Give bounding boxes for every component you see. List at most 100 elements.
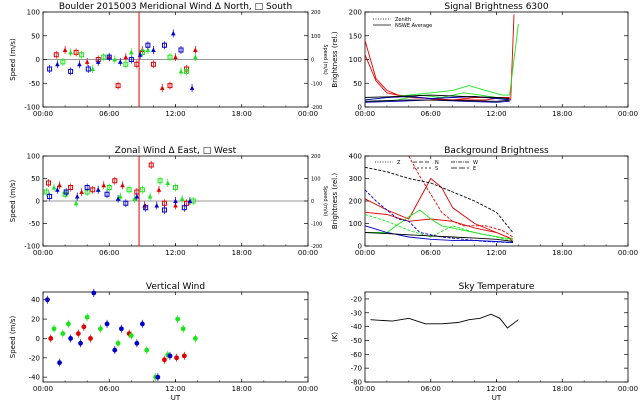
- data-point: [53, 52, 59, 58]
- y-tick-label: 20: [31, 316, 40, 324]
- data-point: [79, 189, 84, 194]
- y-tick-label: 0: [36, 335, 40, 343]
- legend-label: S: [435, 166, 438, 172]
- data-point: [65, 321, 71, 327]
- data-point: [156, 187, 162, 192]
- data-point: [101, 54, 107, 60]
- x-tick-label: 06:00: [99, 385, 119, 393]
- data-point: [60, 59, 66, 65]
- data-point: [154, 203, 160, 208]
- y-axis-label: Speed (m/s): [9, 316, 17, 359]
- data-point: [118, 326, 124, 332]
- right-axis-label: Speed (m/s): [322, 44, 328, 74]
- data-point: [178, 47, 184, 53]
- x-axis-label: UT: [171, 394, 181, 402]
- y-tick-label: 200: [349, 198, 362, 206]
- y-axis-label: Speed (m/s): [9, 180, 17, 223]
- x-tick-label: 06:00: [99, 249, 119, 257]
- data-point: [57, 182, 62, 188]
- y-tick-label: 100: [349, 56, 362, 64]
- x-tick-label: 06:00: [99, 110, 119, 118]
- right-tick-label: -200: [311, 105, 322, 111]
- data-point: [73, 49, 79, 55]
- data-point: [129, 49, 134, 55]
- right-tick-label: 0: [311, 58, 314, 64]
- data-point: [123, 54, 129, 60]
- data-point: [184, 68, 190, 74]
- y-tick-label: -20: [351, 295, 362, 303]
- data-point: [43, 189, 49, 195]
- plot-frame: [42, 291, 309, 383]
- y-tick-label: -60: [351, 351, 362, 359]
- y-tick-label: 0: [358, 243, 362, 251]
- x-tick-label: 00:00: [33, 249, 53, 257]
- data-point: [106, 54, 112, 60]
- data-point: [68, 336, 74, 341]
- data-point: [115, 83, 121, 89]
- series-line: [364, 189, 513, 244]
- x-tick-label: 00:00: [618, 110, 638, 118]
- data-point: [123, 200, 129, 206]
- x-tick-label: 00:00: [298, 385, 318, 393]
- data-point: [180, 326, 186, 332]
- y-tick-label: 50: [31, 175, 40, 183]
- x-tick-label: 00:00: [298, 249, 318, 257]
- data-point: [134, 340, 140, 346]
- data-point: [46, 180, 52, 186]
- right-tick-label: 0: [311, 199, 314, 205]
- data-point: [187, 198, 193, 203]
- y-tick-label: -40: [29, 374, 40, 382]
- y-tick-label: 100: [27, 9, 40, 17]
- data-point: [167, 54, 173, 60]
- data-point: [60, 331, 66, 337]
- x-axis-label: UT: [492, 394, 502, 402]
- y-tick-label: -30: [351, 309, 362, 317]
- panel-title: Background Brightness: [444, 146, 549, 156]
- data-point: [193, 54, 198, 60]
- data-point: [147, 194, 153, 199]
- data-point: [181, 205, 187, 211]
- data-point: [51, 185, 57, 190]
- x-tick-label: 18:00: [232, 110, 252, 118]
- data-point: [84, 185, 90, 190]
- series-line: [365, 209, 513, 240]
- y-tick-label: -50: [29, 80, 40, 88]
- data-point: [74, 194, 80, 199]
- series-line: [364, 232, 513, 242]
- x-tick-label: 12:00: [486, 385, 506, 393]
- x-tick-label: 00:00: [355, 249, 375, 257]
- panel-meridional: [42, 11, 309, 108]
- y-tick-label: 100: [349, 220, 362, 228]
- data-point: [77, 61, 82, 67]
- legend-label: Z: [397, 160, 401, 166]
- right-tick-label: -200: [311, 244, 322, 250]
- data-point: [117, 194, 123, 199]
- data-point: [88, 336, 93, 341]
- x-tick-label: 00:00: [355, 110, 375, 118]
- right-tick-label: 100: [311, 177, 321, 183]
- series-line: [364, 96, 510, 101]
- data-point: [75, 331, 81, 337]
- data-point: [95, 59, 101, 64]
- panel-zonal: [42, 155, 309, 247]
- right-tick-label: -100: [311, 81, 322, 87]
- data-point: [170, 30, 176, 36]
- data-point: [78, 340, 83, 346]
- legend-label: E: [473, 166, 476, 172]
- y-tick-label: -50: [351, 337, 362, 345]
- series-line: [364, 166, 514, 233]
- x-tick-label: 12:00: [486, 110, 506, 118]
- y-tick-label: -70: [351, 365, 362, 373]
- right-tick-label: -100: [311, 222, 322, 228]
- data-point: [139, 321, 145, 327]
- x-tick-label: 00:00: [355, 385, 375, 393]
- data-point: [79, 52, 85, 58]
- data-point: [57, 360, 62, 366]
- data-point: [148, 162, 154, 168]
- legend-label: W: [473, 160, 478, 166]
- x-tick-label: 00:00: [618, 385, 638, 393]
- panel-title: Vertical Wind: [146, 282, 205, 292]
- data-point: [117, 59, 123, 64]
- data-point: [45, 297, 50, 303]
